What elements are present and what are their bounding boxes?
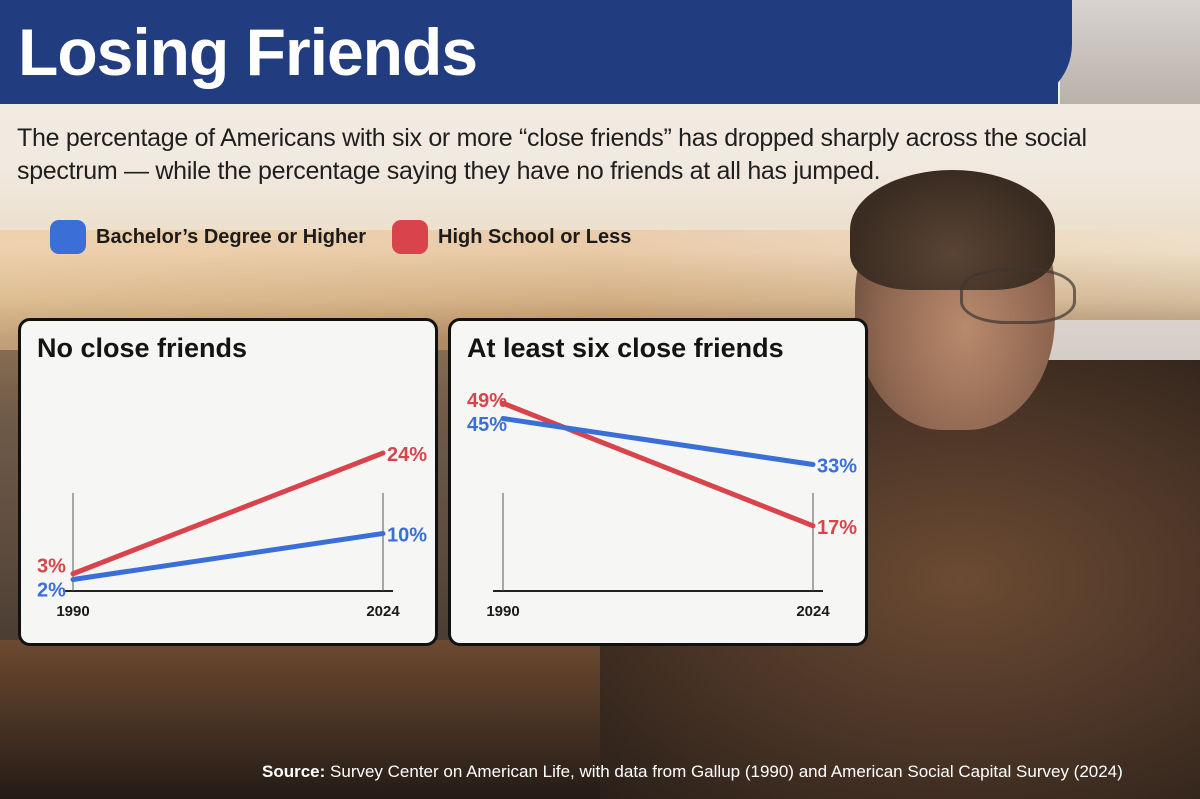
data-label-end: 17% [817, 517, 857, 539]
series-line-bachelor [70, 531, 386, 582]
data-label-end: 33% [817, 456, 857, 478]
source-note: Source: Survey Center on American Life, … [262, 762, 1123, 782]
x-tick-label: 2024 [796, 603, 830, 620]
chart-title: At least six close friends [467, 333, 784, 363]
x-tick-label: 1990 [56, 603, 89, 620]
legend-swatch-red [392, 220, 428, 254]
series-line-highschool [70, 450, 386, 577]
data-label-start: 3% [37, 556, 66, 578]
sunglasses [960, 268, 1076, 324]
page-title: Losing Friends [18, 15, 478, 89]
chart-panel-no-close-friends: No close friends 1990 2024 2% 10% 3% 24% [18, 318, 438, 646]
distant-building [1060, 0, 1200, 104]
subtitle: The percentage of Americans with six or … [17, 124, 1087, 185]
source-prefix: Source: [262, 762, 326, 781]
series-line-bachelor [500, 416, 816, 467]
data-label-end: 24% [387, 444, 427, 466]
data-label-start: 45% [467, 414, 507, 436]
legend-label-highschool: High School or Less [438, 225, 632, 248]
chart-title: No close friends [37, 333, 248, 363]
legend-swatch-blue [50, 220, 86, 254]
stone-wall [0, 640, 620, 799]
x-tick-label: 2024 [366, 603, 400, 620]
legend-item-highschool: High School or Less [392, 220, 631, 254]
x-tick-label: 1990 [486, 603, 519, 620]
chart-six-close-friends: 1990 2024 45% 33% 49% 17% [467, 390, 857, 620]
legend-item-bachelor: Bachelor’s Degree or Higher [50, 220, 366, 254]
data-label-start: 2% [37, 580, 66, 602]
title-banner [0, 0, 1058, 104]
legend-label-bachelor: Bachelor’s Degree or Higher [96, 225, 367, 248]
chart-no-close-friends: 1990 2024 2% 10% 3% 24% [37, 444, 427, 620]
source-text: Survey Center on American Life, with dat… [325, 762, 1123, 781]
chart-panel-six-close-friends: At least six close friends 1990 2024 45% 33… [448, 318, 868, 646]
data-label-start: 49% [467, 390, 507, 412]
data-label-end: 10% [387, 525, 427, 547]
series-line-highschool [500, 400, 816, 529]
